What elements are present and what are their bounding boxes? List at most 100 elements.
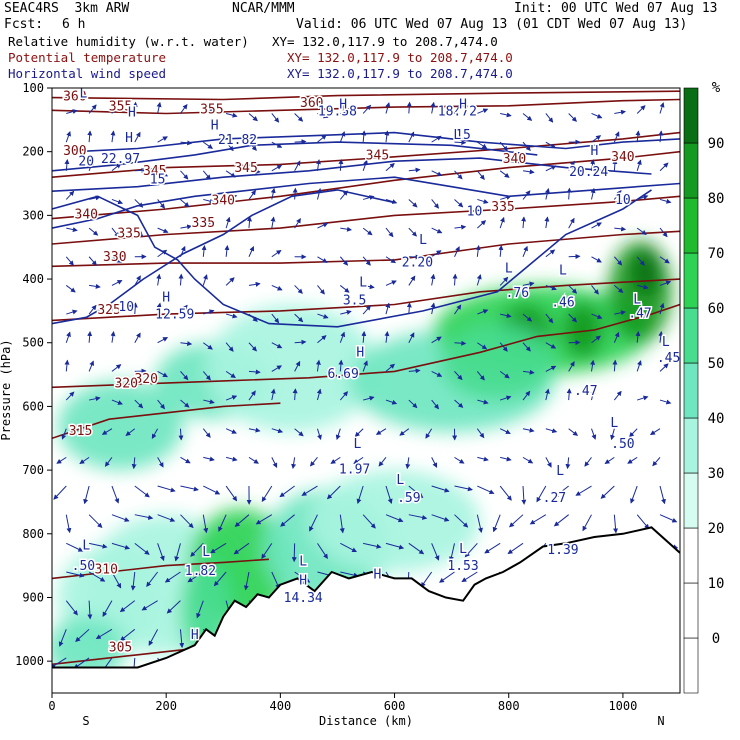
theta-label: 340 (212, 194, 235, 209)
wind-vector (363, 195, 375, 200)
wind-vector (291, 457, 297, 470)
wind-vector (225, 370, 236, 379)
wind-vector (271, 571, 280, 590)
init-time: Init: 00 UTC Wed 07 Aug 13 (514, 1, 718, 16)
wind-label: 18.72 (438, 104, 477, 119)
wind-vector (384, 130, 390, 143)
wind-vector (180, 140, 193, 146)
wind-vector (111, 542, 131, 550)
wind-vector (431, 336, 442, 344)
wind-vector (87, 600, 93, 620)
colorbar-unit: % (712, 80, 721, 96)
wind-label: 10 (615, 193, 631, 208)
wind-vector (248, 342, 257, 352)
wind-vector (65, 600, 78, 616)
wind-vector (52, 657, 67, 669)
wind-vector (499, 428, 511, 434)
wind-vector (408, 368, 421, 374)
wind-label: 6.69 (328, 367, 359, 382)
wind-vector (179, 245, 186, 257)
wind-vector (590, 388, 596, 401)
wind-vector (408, 131, 415, 143)
theta-contour-label: 310 (94, 562, 117, 577)
wind-vector (476, 371, 485, 381)
wind-vector (88, 360, 95, 372)
wind-vector (431, 170, 443, 177)
wind-vector (659, 227, 668, 238)
wind-vector (271, 313, 280, 324)
wind-vector (156, 302, 162, 315)
wind-contour-10 (74, 131, 680, 153)
colorbar-segment (683, 527, 699, 584)
wind-label: 1.82 (185, 564, 216, 579)
wind-vector (156, 101, 162, 114)
wind-vector (65, 130, 71, 143)
wind-vector (201, 244, 207, 257)
wind-vector (131, 457, 137, 470)
wind-vector (225, 194, 238, 200)
rh-region (308, 470, 481, 572)
extremum-marker: H (128, 106, 136, 121)
y-tick-label: 1000 (15, 654, 44, 668)
y-tick-label: 800 (22, 527, 44, 541)
wind-vector (464, 543, 478, 558)
wind-vector (326, 485, 341, 500)
wind-vector (157, 370, 168, 378)
theta-contour-label: 320 (134, 372, 157, 387)
wind-vector (134, 199, 144, 208)
wind-vector (134, 514, 154, 520)
wind-vector (73, 657, 90, 669)
wind-vector (65, 331, 71, 343)
wind-vector (659, 102, 665, 114)
wind-vector (294, 113, 304, 122)
wind-vector (157, 514, 176, 522)
wind-vector (317, 222, 329, 229)
wind-vector (522, 245, 528, 257)
plot-area: 305 310 315 320 325 330 335 340 345 355 360 345 345 3… (52, 88, 680, 693)
wind-vector (180, 304, 188, 315)
wind-vector (431, 227, 443, 234)
wind-vector (178, 273, 184, 286)
theta-contour-335 (52, 195, 680, 245)
wind-vector (89, 542, 108, 549)
wind-vector (635, 130, 641, 143)
colorbar-tick-label: 30 (708, 466, 725, 482)
wind-vector (157, 136, 168, 143)
fcst-label: Fcst: (4, 17, 44, 32)
wind-vector (248, 313, 258, 322)
wind-vector (499, 485, 512, 501)
wind-vector (111, 101, 117, 114)
wind-vector (292, 187, 298, 200)
wind-vector (317, 256, 328, 263)
colorbar-tick-label: 90 (708, 136, 725, 152)
x-tick-label: 200 (155, 699, 177, 713)
wind-vector (146, 571, 159, 587)
extremum-marker: H (339, 97, 347, 112)
wind-vector (340, 309, 352, 315)
field1-xy: XY= 132.0,117.9 to 208.7,474.0 (272, 34, 498, 49)
y-tick-label: 200 (22, 145, 44, 159)
wind-vector (659, 399, 672, 405)
wind-vector (111, 485, 120, 504)
wind-vector (405, 457, 411, 470)
wind-vector (627, 456, 638, 464)
wind-vector (484, 542, 501, 554)
extremum-marker: H (356, 346, 364, 361)
wind-vector (385, 514, 404, 523)
wind-vector (431, 543, 440, 561)
extremum-marker: L (299, 555, 307, 570)
theta-contour-label: 360 (63, 90, 86, 105)
wind-vector (590, 187, 596, 200)
extremum-marker: L (633, 292, 641, 307)
wind-vector (477, 198, 489, 204)
theta-label: 360 (300, 96, 323, 111)
extremum-marker: L (396, 473, 404, 488)
colorbar-segment (683, 417, 699, 474)
y-tick-label: 500 (22, 336, 44, 350)
wind-vector (218, 514, 227, 532)
wind-label: 12.59 (155, 308, 194, 323)
wind-vector (568, 361, 575, 372)
wind-vector (477, 141, 488, 149)
rh-region (562, 301, 603, 359)
wind-vector (509, 514, 524, 528)
